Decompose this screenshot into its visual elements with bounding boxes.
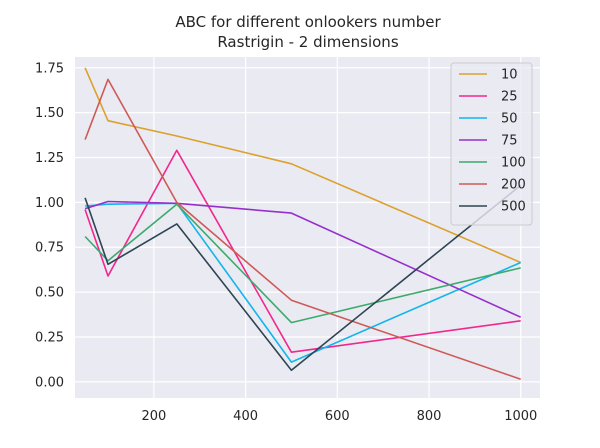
y-tick-label: 1.00 xyxy=(35,196,64,211)
series-line-25 xyxy=(84,149,521,354)
series-line-100 xyxy=(84,203,521,324)
series-line-500 xyxy=(84,184,522,372)
x-tick-label: 400 xyxy=(233,409,258,424)
y-tick-label: 0.25 xyxy=(35,330,64,345)
legend-label: 10 xyxy=(501,68,518,83)
legend-label: 25 xyxy=(501,90,518,105)
x-axis: 200 400 600 800 1000 xyxy=(141,409,537,424)
y-tick-label: 0.75 xyxy=(35,241,64,256)
y-tick-label: 1.75 xyxy=(35,61,64,76)
legend: 10 25 50 75 100 200 500 xyxy=(450,62,533,226)
x-tick-label: 200 xyxy=(141,409,166,424)
y-tick-label: 1.50 xyxy=(35,106,64,121)
y-tick-label: 1.25 xyxy=(35,151,64,166)
chart-subtitle: Rastrigin - 2 dimensions xyxy=(217,33,398,51)
y-tick-label: 0.00 xyxy=(35,375,64,390)
legend-label: 100 xyxy=(501,156,526,171)
y-axis: 0.00 0.25 0.50 0.75 1.00 1.25 1.50 1.75 xyxy=(35,61,64,390)
legend-label: 75 xyxy=(501,134,518,149)
legend-label: 50 xyxy=(501,112,518,127)
y-tick-label: 0.50 xyxy=(35,286,64,301)
series-line-10 xyxy=(84,67,522,264)
series-line-200 xyxy=(84,78,521,380)
chart-title: ABC for different onlookers number xyxy=(175,13,441,31)
x-tick-label: 800 xyxy=(417,409,442,424)
x-tick-label: 600 xyxy=(325,409,350,424)
legend-label: 500 xyxy=(501,200,526,215)
legend-label: 200 xyxy=(501,178,526,193)
x-tick-label: 1000 xyxy=(504,409,537,424)
series-lines xyxy=(84,67,522,380)
